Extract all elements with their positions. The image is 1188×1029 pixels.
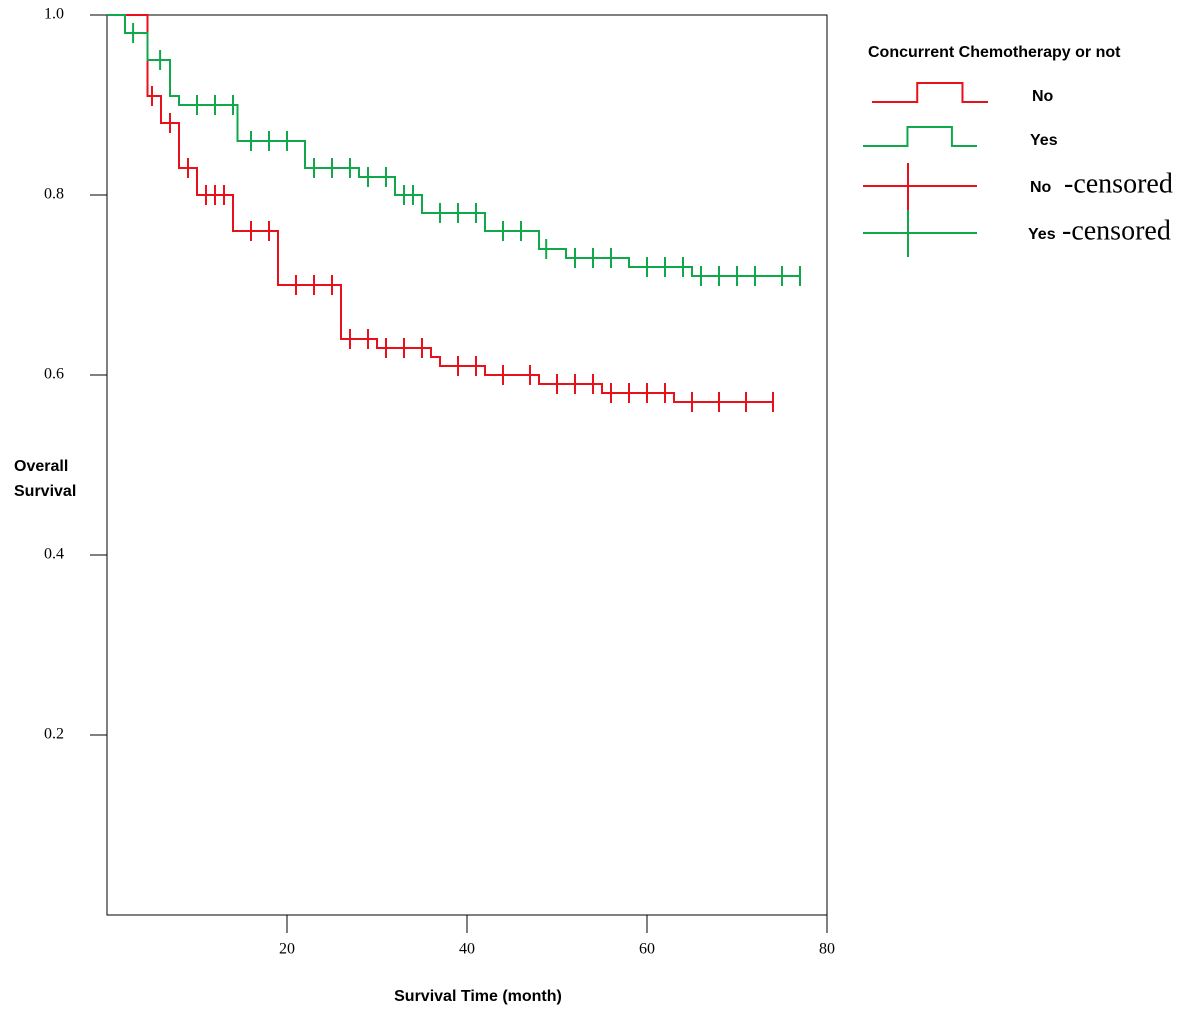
x-axis-label: Survival Time (month) (394, 988, 562, 1005)
legend-step (863, 126, 977, 147)
y-tick-label: 0.4 (44, 546, 64, 563)
y-tick-label: 0.8 (44, 186, 64, 203)
y-axis-label: Overall (14, 458, 68, 475)
legend-step (872, 82, 988, 103)
y-tick-label: 0.2 (44, 726, 64, 743)
legend-title: Concurrent Chemotherapy or not (868, 44, 1121, 61)
y-tick-label: 1.0 (44, 6, 64, 23)
x-tick-label: 20 (279, 941, 295, 958)
plot-frame (106, 14, 828, 916)
legend-label: No (1032, 88, 1054, 105)
legend-label: Yes (1030, 132, 1058, 149)
survival-line (107, 14, 800, 277)
y-axis-label: Survival (14, 483, 76, 500)
x-tick-label: 40 (459, 941, 475, 958)
legend-suffix: -censored (1064, 168, 1173, 199)
x-tick-label: 80 (819, 941, 835, 958)
legend-label: Yes (1028, 226, 1056, 243)
survival-line (107, 14, 773, 403)
y-tick-label: 0.6 (44, 366, 64, 383)
legend-suffix: -censored (1062, 215, 1171, 246)
x-tick-label: 60 (639, 941, 655, 958)
legend-label: No (1030, 179, 1052, 196)
